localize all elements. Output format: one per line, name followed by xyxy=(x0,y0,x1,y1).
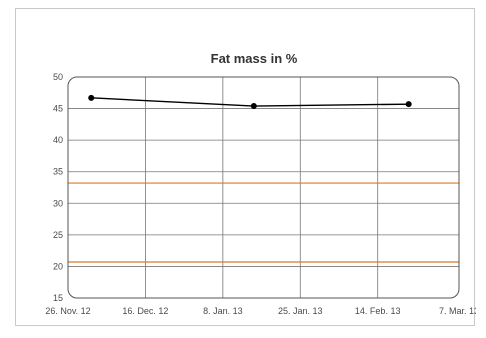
y-tick-label: 35 xyxy=(53,167,63,177)
y-tick-label: 20 xyxy=(53,261,63,271)
y-tick-label: 30 xyxy=(53,198,63,208)
x-tick-label: 25. Jan. 13 xyxy=(278,306,323,316)
data-point xyxy=(405,101,412,108)
x-tick-label: 14. Feb. 13 xyxy=(355,306,401,316)
y-tick-label: 25 xyxy=(53,230,63,240)
chart: Fat mass in % 15 20 25 30 35 40 45 50 26. Nov. 1… xyxy=(45,51,476,316)
y-tick-label: 15 xyxy=(53,293,63,303)
series-line xyxy=(91,97,409,107)
y-tick-label: 40 xyxy=(53,135,63,145)
chart-frame: Fat mass in % 15 20 25 30 35 40 45 50 26. Nov. 1… xyxy=(15,8,476,326)
x-tick-label: 7. Mar. 13 xyxy=(439,306,476,316)
x-tick-label: 16. Dec. 12 xyxy=(122,306,168,316)
x-tick-label: 26. Nov. 12 xyxy=(45,306,90,316)
y-tick-label: 50 xyxy=(53,72,63,82)
data-point xyxy=(250,103,257,110)
x-tick-label: 8. Jan. 13 xyxy=(203,306,243,316)
chart-title: Fat mass in % xyxy=(211,51,298,66)
plot-area xyxy=(67,76,460,299)
data-point xyxy=(88,94,95,101)
y-tick-label: 45 xyxy=(53,104,63,114)
